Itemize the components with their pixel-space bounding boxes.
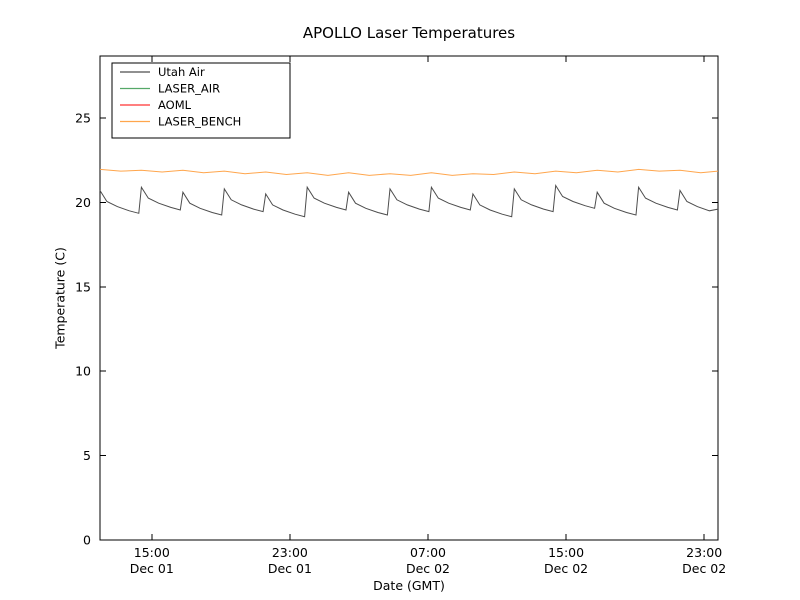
y-tick-label: 20 <box>75 195 91 210</box>
x-tick-label-date: Dec 02 <box>406 561 450 576</box>
legend-label: AOML <box>158 98 192 112</box>
legend-box <box>111 62 291 139</box>
x-tick-label-time: 23:00 <box>272 545 308 560</box>
series-line-laser-bench <box>99 168 719 176</box>
y-tick-label: 25 <box>75 110 91 125</box>
legend-label: LASER_AIR <box>158 82 220 96</box>
x-axis-label: Date (GMT) <box>373 578 445 593</box>
y-tick-label: 0 <box>83 533 91 548</box>
x-tick-label-time: 07:00 <box>410 545 446 560</box>
series-line-utah-air <box>99 183 719 218</box>
axes-frame <box>99 55 719 541</box>
x-tick-label-date: Dec 02 <box>682 561 726 576</box>
x-tick-label-time: 15:00 <box>134 545 170 560</box>
x-tick-label-date: Dec 02 <box>544 561 588 576</box>
y-tick-label: 15 <box>75 279 91 294</box>
y-tick-label: 5 <box>83 448 91 463</box>
x-tick-label-time: 15:00 <box>548 545 584 560</box>
x-tick-label-date: Dec 01 <box>130 561 174 576</box>
y-axis-label: Temperature (C) <box>52 247 68 349</box>
legend-label: LASER_BENCH <box>158 115 241 129</box>
y-tick-label: 10 <box>75 364 91 379</box>
legend-label: Utah Air <box>158 65 205 79</box>
x-tick-label-date: Dec 01 <box>268 561 312 576</box>
x-tick-label-time: 23:00 <box>686 545 722 560</box>
chart-title: APOLLO Laser Temperatures <box>302 24 516 42</box>
